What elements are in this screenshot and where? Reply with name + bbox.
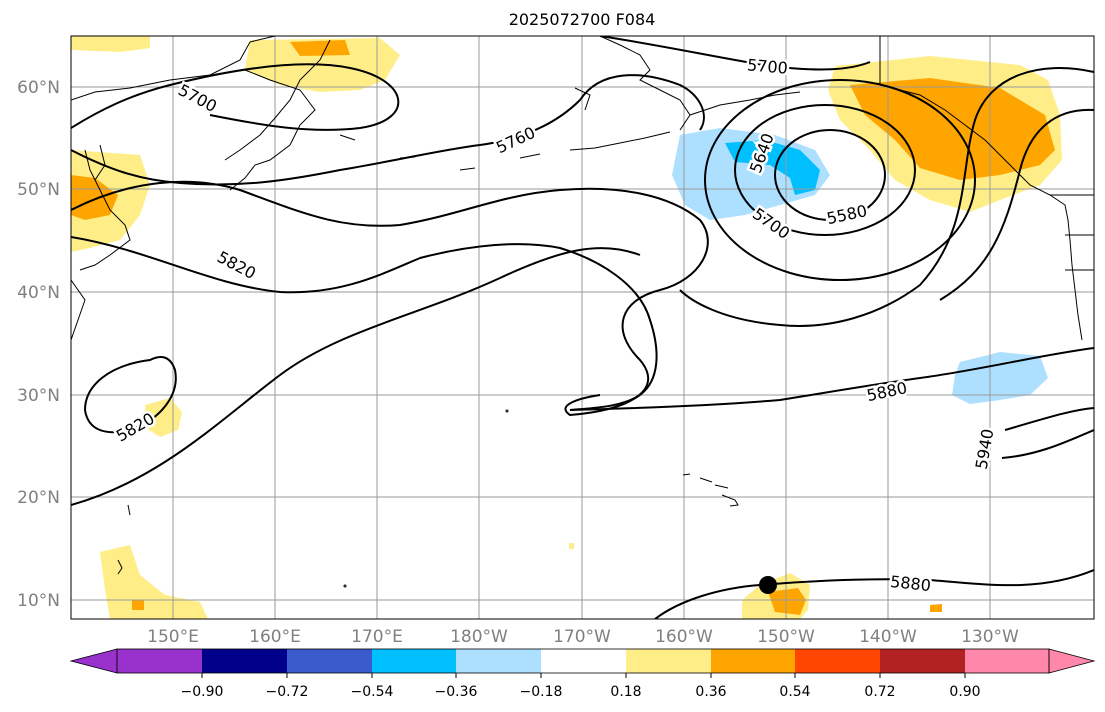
contour-line (71, 236, 658, 411)
colorbar-segment (117, 649, 202, 673)
colorbar-segment (541, 649, 626, 673)
colorbar-tick-label: 0.72 (864, 684, 895, 700)
lon-label: 140°W (859, 627, 917, 647)
colorbar-tick-label: −0.90 (181, 684, 224, 700)
lon-label: 170°W (553, 627, 611, 647)
colorbar-segment (287, 649, 372, 673)
anomaly-area-positive-strong (768, 588, 806, 615)
contour-line (679, 67, 1094, 327)
contour-line (71, 63, 400, 131)
contour-line (599, 36, 871, 71)
contour-line (654, 569, 1094, 619)
colorbar-tick-label: −0.36 (435, 684, 478, 700)
lat-label: 50°N (17, 180, 60, 200)
colorbar-segment (626, 649, 711, 673)
contour-line (71, 74, 705, 186)
contour-line (704, 79, 976, 281)
lon-label: 160°E (249, 627, 301, 647)
contour-label: 5700 (746, 55, 788, 77)
lon-label: 170°E (351, 627, 403, 647)
anomaly-area-positive (569, 543, 574, 549)
longitude-labels: 150°E 160°E 170°E 180°W 170°W 160°W 150°… (147, 627, 1019, 647)
anomaly-area-positive (71, 36, 150, 52)
colorbar-segment (202, 649, 287, 673)
height-contours (71, 36, 1094, 619)
coastlines (71, 36, 1094, 588)
contour-line (734, 104, 916, 236)
lat-label: 10°N (17, 591, 60, 611)
colorbar-tick-label: 0.90 (949, 684, 980, 700)
anomaly-area-positive-strong (71, 175, 118, 220)
colorbar-tick-label: −0.72 (266, 684, 309, 700)
lat-label: 30°N (17, 386, 60, 406)
map-graticule (71, 36, 1094, 619)
lon-label: 150°W (757, 627, 815, 647)
lon-label: 130°W (961, 627, 1019, 647)
lat-label: 20°N (17, 488, 60, 508)
colorbar-segment (795, 649, 880, 673)
contour-line (1004, 407, 1094, 431)
colorbar-tick-label: 0.18 (610, 684, 641, 700)
anomaly-area-positive-strong (850, 78, 1055, 180)
map-border (70, 35, 1095, 620)
contour-line (569, 347, 1094, 411)
map-title: 2025072700 F084 (509, 10, 656, 29)
lon-label: 160°W (655, 627, 713, 647)
anomaly-area-positive-strong (930, 604, 942, 612)
contour-line (83, 356, 177, 434)
lat-label: 60°N (17, 78, 60, 98)
latitude-labels: 60°N 50°N 40°N 30°N 20°N 10°N (17, 78, 60, 611)
location-marker (759, 576, 777, 594)
anomaly-area-positive-strong (132, 600, 144, 610)
anomaly-area-negative (952, 352, 1048, 404)
colorbar-tick-label: 0.54 (779, 684, 810, 700)
contour-line (774, 129, 886, 221)
colorbar-segment (711, 649, 795, 673)
colorbar-segment (880, 649, 965, 673)
colorbar-segment (965, 649, 1049, 673)
colorbar-extend-low (69, 648, 118, 674)
lat-label: 40°N (17, 283, 60, 303)
contour-line (71, 247, 641, 506)
colorbar-tick-label: −0.18 (520, 684, 563, 700)
lon-label: 180°W (450, 627, 508, 647)
anomaly-area-positive-strong (290, 40, 350, 56)
anomaly-area-negative-strong (725, 140, 820, 195)
contour-line (1001, 429, 1094, 459)
colorbar-tick-label: 0.36 (695, 684, 726, 700)
contour-line (939, 108, 1094, 301)
colorbar-segment (372, 649, 456, 673)
colorbar: −0.90 −0.72 −0.54 −0.36 −0.18 0.18 0.36 … (69, 648, 1096, 700)
colorbar-outline (116, 648, 1050, 674)
colorbar-segment (456, 649, 541, 673)
lon-label: 150°E (147, 627, 199, 647)
colorbar-ticks (201, 673, 966, 678)
colorbar-tick-label: −0.54 (351, 684, 394, 700)
colorbar-extend-high (1048, 648, 1096, 674)
